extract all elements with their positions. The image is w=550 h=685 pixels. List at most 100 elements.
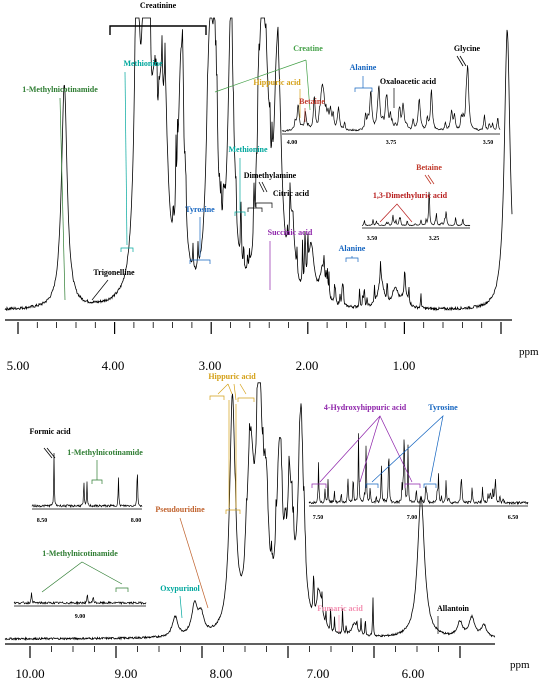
betaine-inset-break-1 — [424, 174, 432, 185]
tick-label-top-2: 3.00 — [199, 358, 222, 373]
tyrosine-bot-bracket-2 — [423, 483, 437, 488]
x-axis-label-bot: ppm — [510, 659, 530, 671]
tick-label-top-3: 2.00 — [296, 358, 319, 373]
nmn-bot-bracket — [115, 587, 129, 592]
tyrosine-top-bracket — [189, 259, 211, 264]
label-tyrosine-bot: Tyrosine — [428, 403, 458, 412]
dimethyluric-leader — [379, 203, 413, 223]
alanine-inset-bracket — [354, 76, 373, 92]
formic-inset: 8.50 8.00 Formic acid 1-Methylnicotinami… — [29, 427, 143, 524]
betaine-inset: 3.50 3.25 Betaine 1,3-Dimethyluric acid — [361, 163, 471, 242]
label-alanine-inset: Alanine — [350, 63, 377, 72]
label-fumaric-acid: Fumaric acid — [317, 604, 363, 613]
hippuric-bot-lines — [217, 383, 247, 401]
formic-break-1 — [43, 447, 53, 459]
tick-label-bot-3: 7.00 — [307, 666, 330, 681]
tick-label-top-1: 4.00 — [102, 358, 125, 373]
tick-label-top-0: 5.00 — [7, 358, 30, 373]
inset1-tick-1: 3.75 — [386, 140, 397, 146]
label-methionine-1: Methionine — [123, 59, 163, 68]
tick-label-top-4: 1.00 — [393, 358, 416, 373]
nmn-inset-spectrum — [13, 592, 147, 606]
nmn-bot-leaders — [41, 561, 123, 593]
label-glycine: Glycine — [454, 44, 481, 53]
trigonelline-leader — [91, 279, 109, 301]
label-hippuric-acid-top: Hippuric acid — [253, 78, 301, 87]
label-allantoin: Allantoin — [437, 604, 470, 613]
inset4-tick-0: 9.00 — [75, 614, 86, 620]
label-tyrosine-top: Tyrosine — [185, 205, 215, 214]
label-1-methylnicotinamide-top: 1-Methylnicotinamide — [22, 85, 98, 94]
dimethylamine-break-1 — [258, 181, 265, 193]
inset3-tick-0: 8.50 — [37, 518, 48, 524]
label-creatine: Creatine — [293, 44, 323, 53]
inset2-tick-0: 3.50 — [367, 236, 378, 242]
aliphatic-inset: 4.00 3.75 3.50 Creatine Hippuric acid Be… — [253, 44, 501, 146]
citric-acid-bracket — [247, 202, 273, 212]
label-hippuric-acid-bot: Hippuric acid — [208, 372, 256, 381]
hydroxyhippuric-bracket-1 — [311, 483, 327, 488]
methionine-1-leader — [124, 71, 128, 246]
label-pseudouridine: Pseudouridine — [155, 505, 205, 514]
label-betaine-inset: Betaine — [416, 163, 442, 172]
label-13-dimethyluric-acid: 1,3-Dimethyluric acid — [373, 191, 448, 200]
tick-label-bot-0: 10.00 — [15, 666, 44, 681]
oxypurinol-leader — [179, 595, 183, 619]
label-oxypurinol: Oxypurinol — [160, 584, 200, 593]
nmn-formic-bracket — [91, 460, 103, 484]
label-formic-acid: Formic acid — [29, 427, 71, 436]
formic-inset-spectrum — [31, 452, 143, 508]
hippuric-bot-bracket-3 — [225, 509, 241, 514]
hydroxyhippuric-bracket-2 — [404, 483, 421, 488]
label-citric-acid: Citric acid — [273, 189, 310, 198]
inset3-tick-1: 8.00 — [131, 518, 142, 524]
nmn-top-leader — [59, 97, 66, 301]
pseudouridine-leader — [179, 517, 209, 609]
label-creatinine: Creatinine — [140, 1, 177, 10]
tick-label-bot-2: 8.00 — [210, 666, 233, 681]
label-succinic-acid: Succinic acid — [268, 228, 313, 237]
inset2-tick-1: 3.25 — [429, 236, 440, 242]
label-betaine-top: Betaine — [299, 97, 325, 106]
dimethylamine-break-2 — [261, 181, 268, 193]
methionine-2-bracket — [234, 211, 246, 216]
label-alanine-top: Alanine — [339, 244, 366, 253]
inset-link-line-1 — [214, 59, 307, 93]
label-4-hydroxyhippuric-acid: 4-Hydroxyhippuric acid — [324, 403, 407, 412]
hydroxyhippuric-leaders — [319, 415, 413, 483]
creatinine-bracket — [109, 25, 207, 35]
tick-label-bot-1: 9.00 — [115, 666, 138, 681]
hippuric-bot-bracket-1 — [209, 395, 225, 400]
aliphatic-panel: 5.00 4.00 3.00 2.00 1.00 ppm Creatinine … — [4, 1, 539, 373]
aliphatic-inset-spectrum — [281, 65, 501, 132]
inset5-tick-2: 6.50 — [508, 515, 519, 521]
label-1-methylnicotinamide-bot: 1-Methylnicotinamide — [42, 549, 118, 558]
formic-break-2 — [46, 447, 56, 459]
aliphatic-spectrum-line — [4, 17, 513, 312]
glycine-break-2 — [459, 55, 467, 67]
hippuric-bot-bracket-2 — [237, 397, 255, 402]
label-1-methylnicotinamide-formic: 1-Methylnicotinamide — [67, 448, 143, 457]
betaine-inset-break-2 — [427, 174, 435, 185]
glycine-break-1 — [456, 55, 464, 67]
aromatic-inset-spectrum — [308, 433, 529, 506]
aromatic-panel: 10.00 9.00 8.00 7.00 6.00 ppm Hippuric a… — [4, 372, 530, 681]
tick-label-bot-4: 6.00 — [402, 666, 425, 681]
tyrosine-bot-leaders — [371, 415, 444, 483]
x-axis-label-top: ppm — [519, 346, 539, 358]
tyrosine-bot-bracket-1 — [365, 483, 379, 488]
nmn-inset: 9.00 1-Methylnicotinamide — [13, 549, 147, 620]
inset5-tick-0: 7.50 — [313, 515, 324, 521]
inset5-tick-1: 7.00 — [407, 515, 418, 521]
label-methionine-2: Methionine — [228, 145, 268, 154]
label-trigonelline: Trigonelline — [93, 268, 135, 277]
inset1-tick-2: 3.50 — [483, 140, 494, 146]
aromatic-inset: 7.50 7.00 6.50 4-Hydroxyhippuric acid Ty… — [308, 403, 529, 521]
inset-link-line-2 — [305, 59, 311, 111]
methionine-1-bracket — [120, 247, 134, 252]
betaine-inset-spectrum — [361, 191, 471, 227]
label-dimethylamine: Dimethylamine — [244, 171, 297, 180]
inset1-tick-0: 4.00 — [287, 140, 298, 146]
label-oxaloacetic-acid: Oxaloacetic acid — [380, 77, 437, 86]
